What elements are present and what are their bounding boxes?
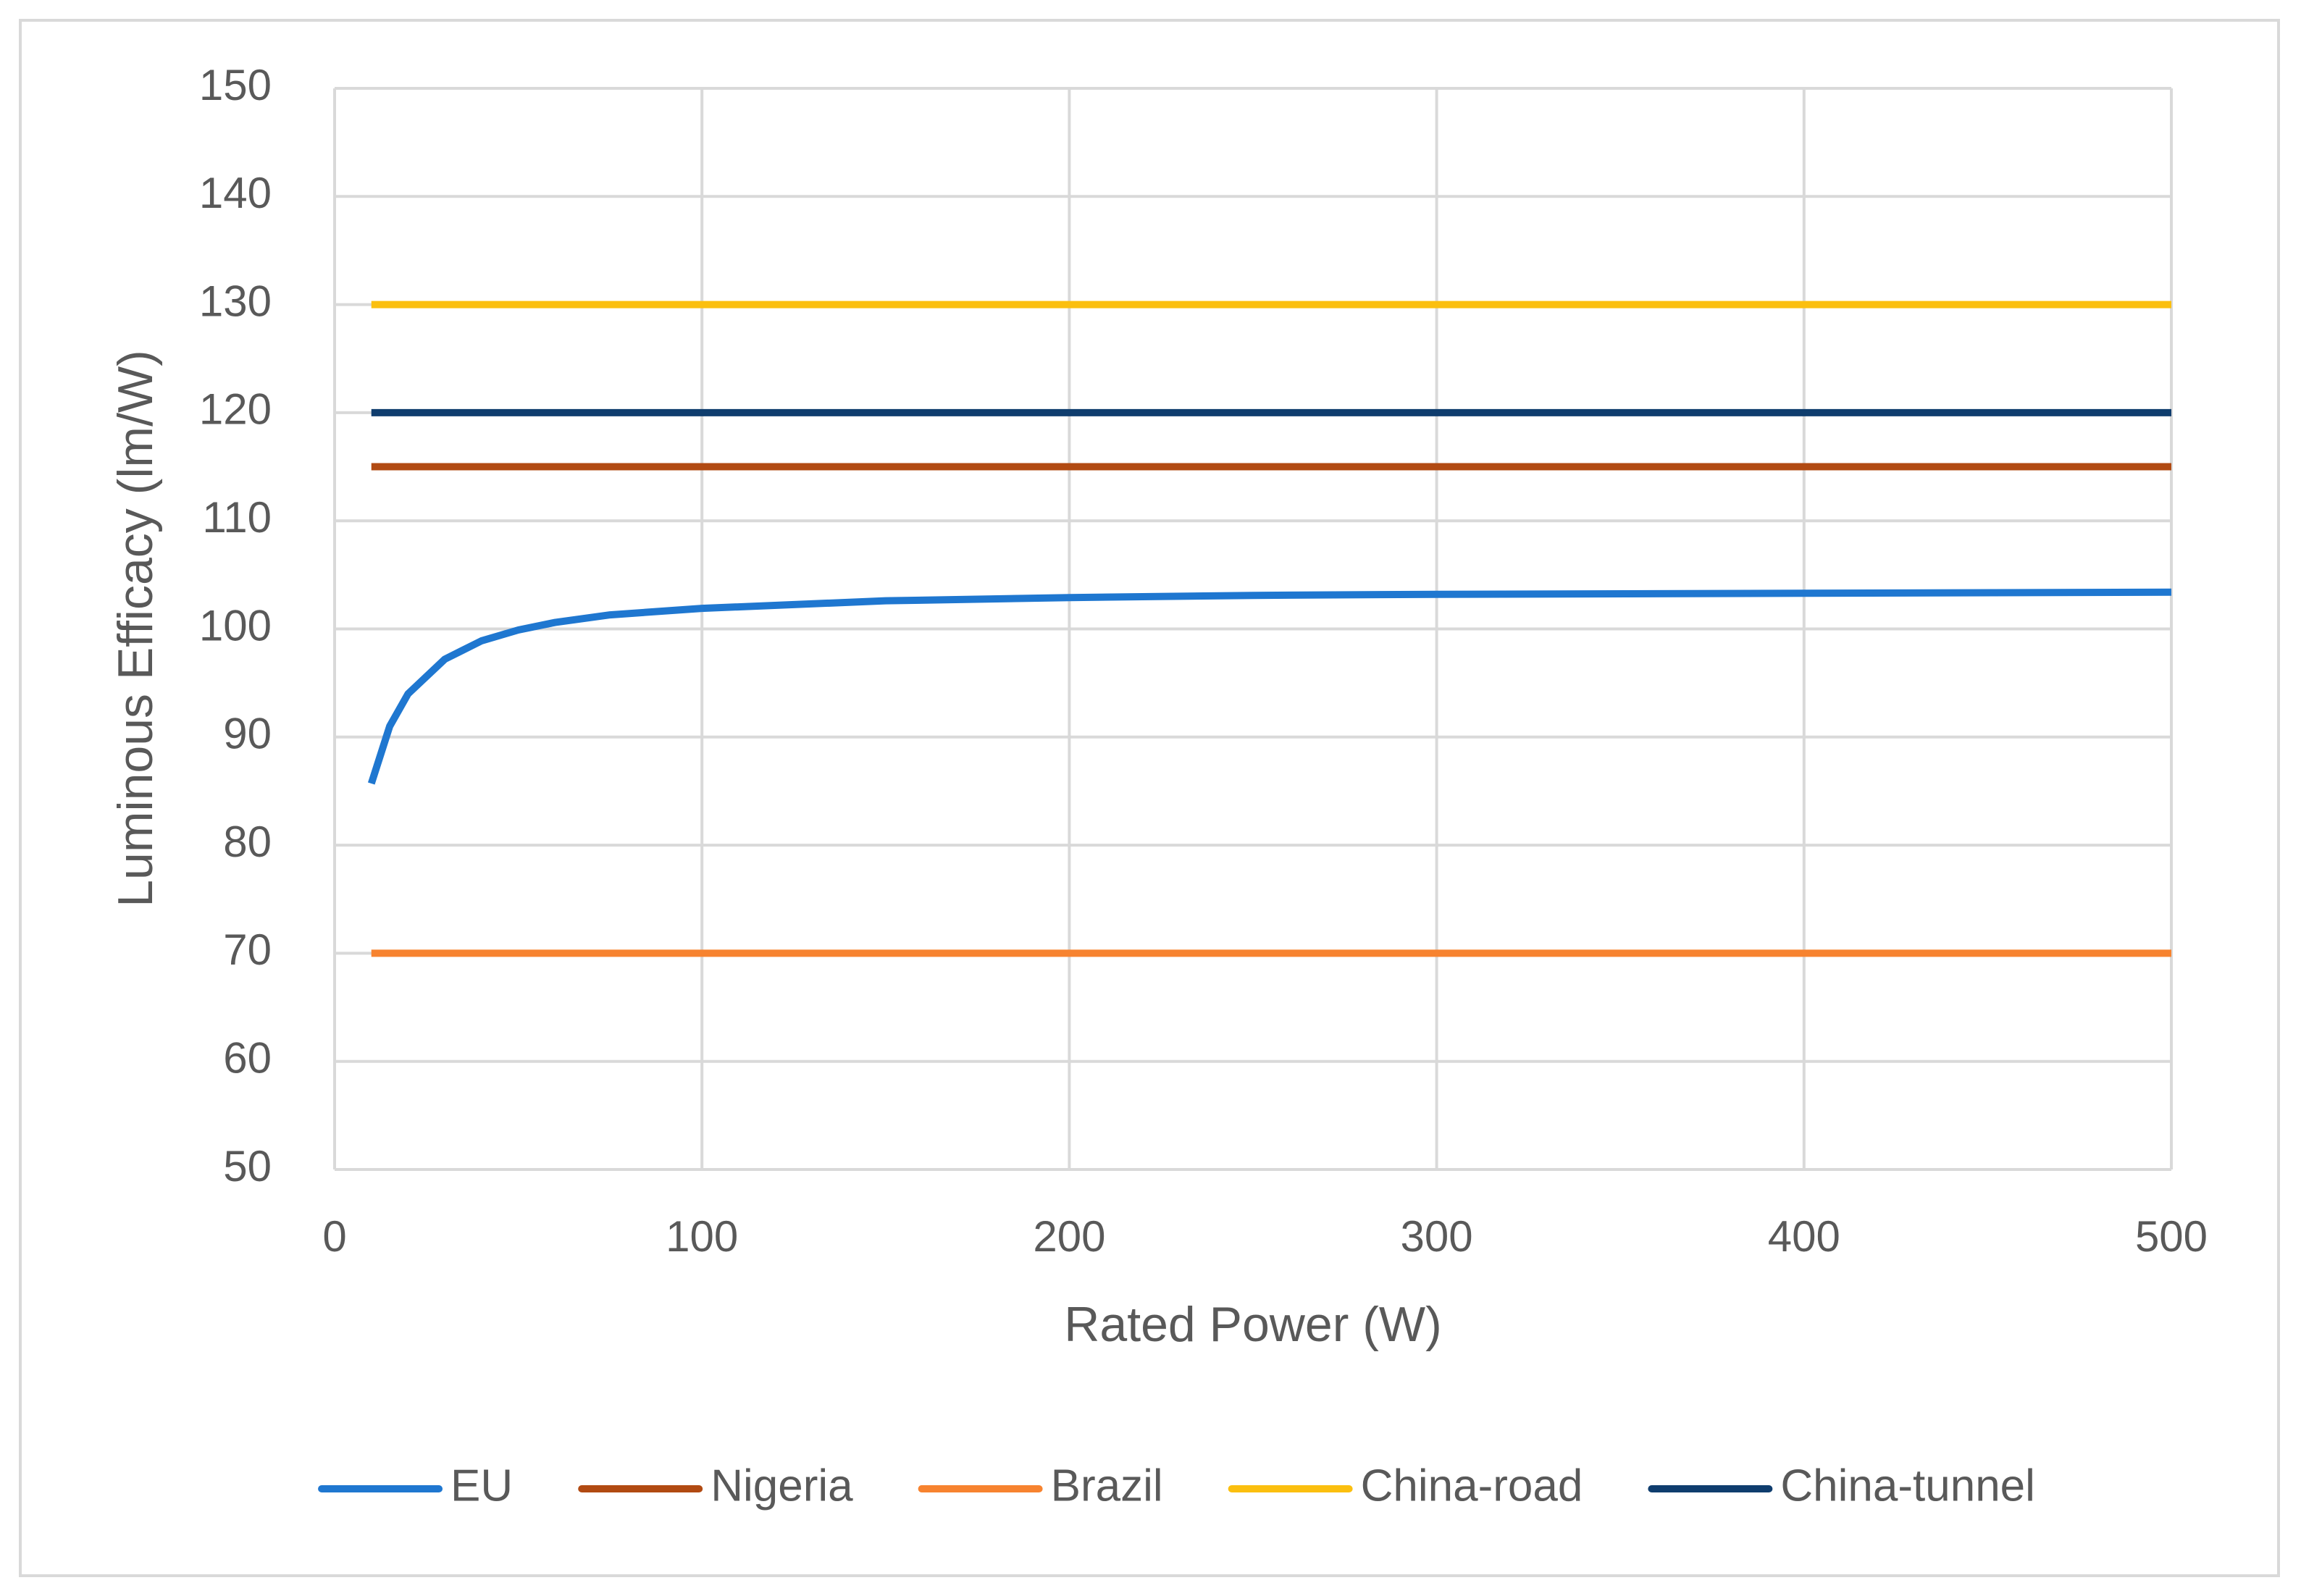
y-tick-label: 100 [199,601,272,650]
x-tick-label: 500 [2135,1212,2208,1261]
series-line [367,588,2172,785]
x-tick-label: 200 [1033,1212,1105,1261]
y-tick-label: 130 [199,277,272,325]
y-tick-label: 60 [223,1034,272,1083]
y-axis-title: Luminous Efficacy (lm/W) [108,350,163,907]
legend-label: EU [450,1461,513,1511]
y-tick-label: 120 [199,385,272,434]
y-tick-label: 140 [199,169,272,217]
x-tick-label: 100 [666,1212,738,1261]
x-tick-label: 300 [1401,1212,1473,1261]
y-tick-label: 70 [223,925,272,974]
legend-label: Nigeria [711,1461,853,1511]
x-tick-label: 0 [322,1212,346,1261]
x-axis-title: Rated Power (W) [1064,1297,1441,1352]
y-tick-label: 50 [223,1142,272,1190]
y-tick-label: 150 [199,61,272,109]
legend-label: China-road [1361,1461,1583,1511]
y-tick-label: 110 [202,493,272,542]
chart-border [19,19,2280,1577]
y-tick-label: 90 [223,710,272,758]
legend-label: Brazil [1051,1461,1163,1511]
x-tick-label: 400 [1768,1212,1840,1261]
legend-label: China-tunnel [1780,1461,2035,1511]
y-tick-label: 80 [223,818,272,866]
